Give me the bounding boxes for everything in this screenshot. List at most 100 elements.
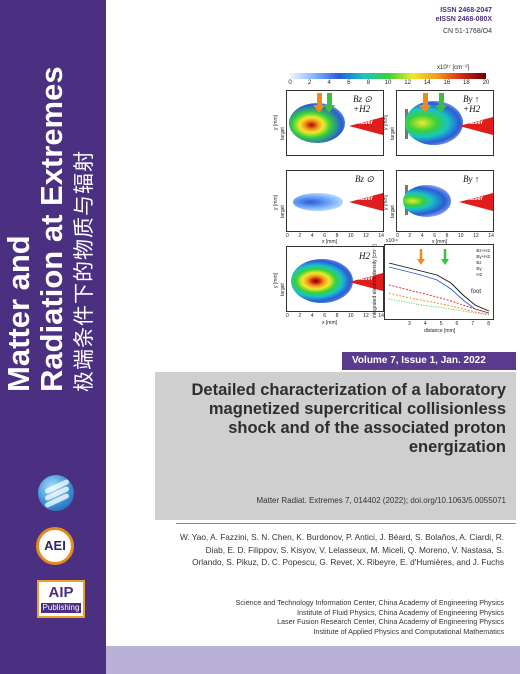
- colorbar-tick: 20: [482, 80, 490, 86]
- graph-x-tick: 3: [408, 321, 411, 327]
- x-tick: 2: [298, 313, 302, 319]
- journal-title-line1: Matter and: [1, 235, 36, 392]
- graph-x-ticks: 3 4 5 6 7 8: [408, 321, 490, 327]
- colorbar-tick: 0: [288, 80, 292, 86]
- x-tick: 12: [363, 233, 369, 239]
- x-tick: 8: [445, 233, 449, 239]
- affiliations: Science and Technology Information Cente…: [200, 598, 504, 636]
- legend-item: H2: [476, 272, 483, 277]
- graph-scale: x10¹⁸: [386, 238, 398, 244]
- x-tick: 0: [286, 233, 289, 239]
- x-tick: 8: [335, 233, 339, 239]
- x-tick: 14: [488, 233, 494, 239]
- target-axis-label: target: [280, 283, 286, 296]
- shock-arrow-orange: [313, 93, 325, 113]
- colorbar-tick: 4: [327, 80, 331, 86]
- journal-title-vertical: Matter and Radiation at Extremes 极端条件下的物…: [1, 52, 98, 392]
- x-tick: 10: [348, 233, 354, 239]
- colorbar-ticks: 0 2 4 6 8 10 12 14 16 18 20: [288, 80, 489, 88]
- x-tick: 2: [298, 233, 302, 239]
- aip-logo-text: AIP: [48, 584, 74, 601]
- panel-tag: Bz ⊙ +H2: [353, 94, 372, 114]
- aip-publishing-logo: AIP Publishing: [37, 580, 85, 618]
- x-axis-label: x [mm]: [322, 239, 337, 245]
- x-tick: 14: [378, 313, 384, 319]
- x-tick: 12: [473, 233, 479, 239]
- laser-label: laser: [359, 276, 374, 282]
- journal-title-line2: Radiation at Extremes: [34, 66, 69, 392]
- cn-number: CN 51-1768/O4: [442, 28, 492, 35]
- legend-item: Bz: [476, 260, 482, 265]
- target-axis-label: target: [280, 127, 286, 140]
- journal-sidebar: Matter and Radiation at Extremes 极端条件下的物…: [0, 0, 106, 674]
- graph-x-label: distance [mm]: [424, 328, 456, 334]
- x-tick: 6: [433, 233, 436, 239]
- density-panel-bz-h2: laser Bz ⊙ +H2: [286, 90, 384, 156]
- divider: [176, 523, 516, 524]
- graph-legend: Bz+H2 By+H2 Bz By H2: [476, 248, 490, 278]
- y-axis-label: y [mm]: [273, 195, 279, 210]
- caep-logo: [38, 475, 74, 511]
- graph-x-tick: 8: [487, 321, 490, 327]
- author-list: W. Yao, A. Fazzini, S. N. Chen, K. Burdo…: [179, 532, 504, 567]
- graph-y-label: integrated electron density [cm⁻²]: [372, 244, 378, 318]
- bottom-bar: [106, 646, 520, 674]
- panel-tag: By ↑ +H2: [463, 94, 481, 114]
- x-tick: 14: [378, 233, 384, 239]
- laser-label: laser: [469, 196, 484, 202]
- y-axis-label: y [mm]: [273, 115, 279, 130]
- laser-label: laser: [469, 120, 484, 126]
- x-tick: 6: [323, 313, 326, 319]
- graph-x-tick: 4: [423, 321, 427, 327]
- x-axis-label: x [mm]: [322, 320, 337, 326]
- density-panel-bz: laser Bz ⊙: [286, 170, 384, 232]
- x-tick: 4: [420, 233, 424, 239]
- y-axis-label: y [mm]: [383, 195, 389, 210]
- colorbar-tick: 10: [384, 80, 392, 86]
- graph-x-tick: 7: [471, 321, 475, 327]
- title-box: [155, 372, 516, 520]
- legend-item: Bz+H2: [476, 248, 490, 253]
- legend-item: By: [476, 266, 482, 271]
- article-title: Detailed characterization of a laborator…: [191, 381, 506, 456]
- x-tick: 4: [310, 313, 314, 319]
- issn-block: ISSN 2468-2047 eISSN 2468-080X CN 51-176…: [436, 6, 492, 36]
- graph-x-tick: 6: [455, 321, 459, 327]
- density-panel-by-h2: laser By ↑ +H2: [396, 90, 494, 156]
- shock-arrow-green: [435, 93, 447, 113]
- eissn: eISSN 2468-080X: [435, 16, 492, 23]
- laser-label: laser: [359, 196, 374, 202]
- colorbar-tick: 18: [463, 80, 470, 86]
- panel-tag: By ↑: [463, 174, 480, 184]
- x-ticks-bottom: 0 2 4 6 8 10 12 14: [286, 313, 384, 319]
- y-axis-label: y [mm]: [273, 273, 279, 288]
- x-tick: 8: [335, 313, 339, 319]
- x-tick: 10: [348, 313, 354, 319]
- density-panel-h2: laser H2: [286, 246, 384, 312]
- target-axis-label: target: [390, 205, 396, 218]
- aei-logo: AEI: [36, 527, 74, 565]
- colorbar-tick: 6: [347, 80, 351, 86]
- legend-item: By+H2: [476, 254, 490, 259]
- integrated-density-graph: Bz+H2 By+H2 Bz By H2 foot: [384, 244, 494, 320]
- affiliation: Institute of Fluid Physics, China Academ…: [297, 607, 504, 617]
- panel-tag: H2: [359, 251, 370, 261]
- x-ticks-left: 0 2 4 6 8 10 12 14: [286, 233, 384, 239]
- x-ticks-right: 0 2 4 6 8 10 12 14: [396, 233, 494, 239]
- x-tick: 0: [396, 233, 399, 239]
- x-tick: 10: [458, 233, 464, 239]
- panel-tag: Bz ⊙: [355, 174, 374, 184]
- density-panel-by: laser By ↑: [396, 170, 494, 232]
- journal-title-chinese: 极端条件下的物质与辐射: [73, 150, 96, 392]
- y-axis-label: y [mm]: [383, 115, 389, 130]
- graph-x-tick: 5: [439, 321, 443, 327]
- colorbar-tick: 14: [423, 80, 431, 86]
- foot-annotation: foot: [471, 289, 482, 295]
- x-axis-label: x [mm]: [432, 239, 447, 245]
- issue-bar: Volume 7, Issue 1, Jan. 2022: [342, 352, 516, 370]
- shock-arrow-orange: [419, 93, 431, 113]
- laser-label: laser: [359, 120, 374, 126]
- graph-curves: [388, 249, 490, 316]
- x-tick: 0: [286, 313, 289, 319]
- article-citation: Matter Radiat. Extremes 7, 014402 (2022)…: [256, 496, 507, 505]
